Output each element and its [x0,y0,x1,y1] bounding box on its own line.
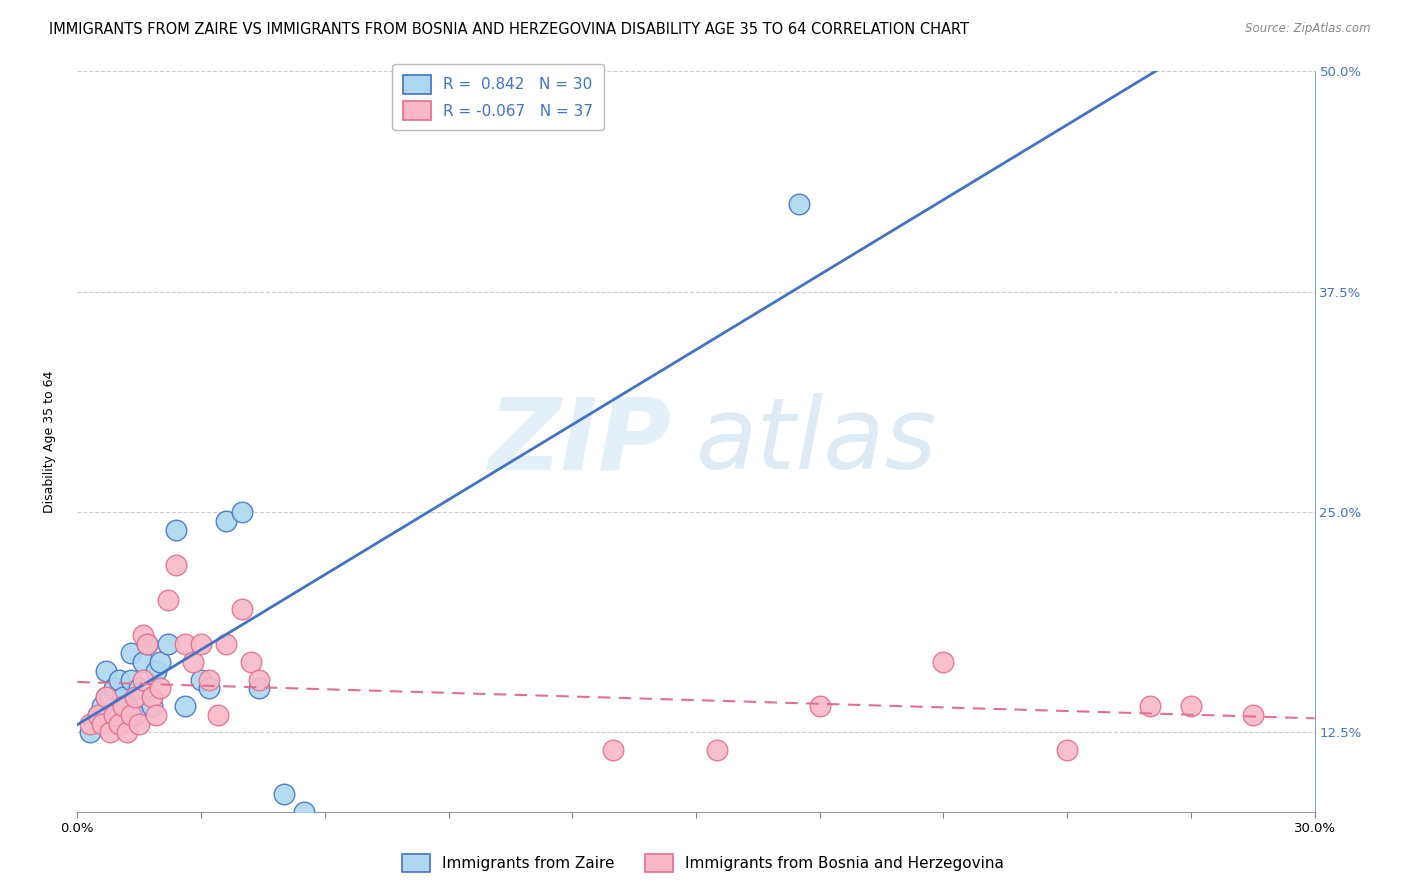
Point [87,707,110,722]
Point [149,655,172,669]
Point [124,690,146,705]
Y-axis label: Disability Age 35 to 64: Disability Age 35 to 64 [44,370,56,513]
Point [215,514,238,528]
Point [98,725,121,739]
Point [96,664,118,678]
Point [107,673,129,687]
Point [115,698,138,713]
Point [132,673,155,687]
Point [247,681,270,696]
Point [79,725,101,739]
Point [1241,707,1264,722]
Point [932,655,955,669]
Point [87,707,110,722]
Point [96,690,118,705]
Point [787,196,810,211]
Point [157,593,180,607]
Point [706,743,728,757]
Point [198,673,221,687]
Point [96,690,118,705]
Point [157,637,180,651]
Text: IMMIGRANTS FROM ZAIRE VS IMMIGRANTS FROM BOSNIA AND HERZEGOVINA DISABILITY AGE 3: IMMIGRANTS FROM ZAIRE VS IMMIGRANTS FROM… [49,22,969,37]
Point [107,716,129,731]
Point [91,698,114,713]
Point [149,681,172,696]
Point [103,707,125,722]
Point [115,725,138,739]
Point [231,602,253,616]
Point [1180,698,1202,713]
Point [145,707,167,722]
Point [128,681,150,696]
Point [120,673,142,687]
Point [190,673,212,687]
Point [602,743,624,757]
Point [98,690,121,705]
Point [173,698,195,713]
Point [136,637,159,651]
Point [141,690,163,705]
Text: Source: ZipAtlas.com: Source: ZipAtlas.com [1246,22,1371,36]
Point [132,655,155,669]
Point [124,707,146,722]
Point [79,716,101,731]
Legend: R =  0.842   N = 30, R = -0.067   N = 37: R = 0.842 N = 30, R = -0.067 N = 37 [392,64,603,130]
Point [120,707,142,722]
Point [103,681,125,696]
Text: ZIP: ZIP [488,393,671,490]
Point [111,698,134,713]
Point [120,646,142,660]
Point [145,664,167,678]
Point [273,787,295,801]
Point [198,681,221,696]
Point [1056,743,1078,757]
Point [292,805,315,819]
Point [165,523,187,537]
Point [181,655,204,669]
Point [239,655,262,669]
Point [247,673,270,687]
Point [190,637,212,651]
Point [215,637,238,651]
Point [207,707,229,722]
Legend: Immigrants from Zaire, Immigrants from Bosnia and Herzegovina: Immigrants from Zaire, Immigrants from B… [395,846,1011,880]
Point [91,716,114,731]
Point [136,637,159,651]
Point [111,690,134,705]
Point [141,698,163,713]
Text: atlas: atlas [696,393,938,490]
Point [128,716,150,731]
Point [132,628,155,642]
Point [173,637,195,651]
Point [1139,698,1161,713]
Point [808,698,831,713]
Point [231,505,253,519]
Point [165,558,187,572]
